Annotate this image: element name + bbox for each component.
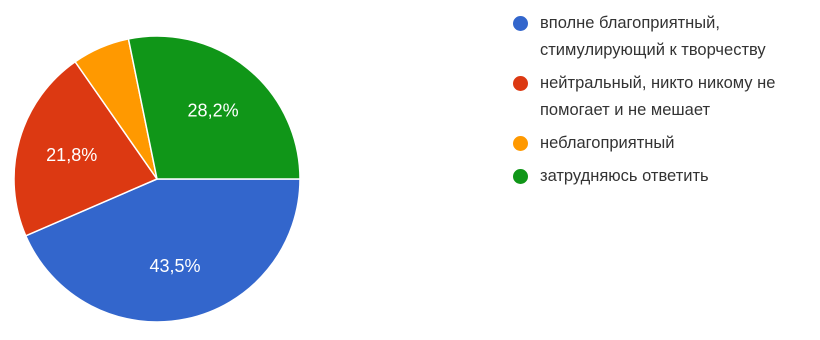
legend-label-line-1: неблагоприятный — [540, 134, 675, 152]
legend-swatch-unfavorable — [513, 136, 528, 151]
slice-label-undecided: 28,2% — [188, 100, 239, 120]
legend-swatch-favorable — [513, 16, 528, 31]
pie-slice-favorable[interactable] — [24, 178, 301, 323]
chart-legend: вполне благоприятный, стимулирующий к тв… — [513, 10, 813, 196]
legend-label-line-1: затрудняюсь ответить — [540, 167, 709, 185]
legend-item-neutral[interactable]: нейтральный, никто никому не помогает и … — [513, 70, 813, 124]
slice-label-neutral: 21,8% — [46, 145, 97, 165]
slice-label-favorable: 43,5% — [149, 256, 200, 276]
legend-swatch-neutral — [513, 76, 528, 91]
pie-chart: 43,5% 21,8% 28,2% — [13, 35, 301, 323]
legend-swatch-undecided — [513, 169, 528, 184]
legend-label-line-1: нейтральный, никто никому не — [540, 74, 776, 92]
legend-item-favorable[interactable]: вполне благоприятный, стимулирующий к тв… — [513, 10, 813, 64]
legend-label-line-2: стимулирующий к творчеству — [540, 41, 766, 59]
legend-label-line-2: помогает и не мешает — [540, 101, 711, 119]
pie-slice-undecided[interactable] — [127, 35, 301, 180]
legend-label-line-1: вполне благоприятный, — [540, 14, 720, 32]
legend-item-undecided[interactable]: затрудняюсь ответить — [513, 163, 813, 190]
pie-slice-neutral[interactable] — [13, 60, 159, 237]
legend-item-unfavorable[interactable]: неблагоприятный — [513, 130, 813, 157]
